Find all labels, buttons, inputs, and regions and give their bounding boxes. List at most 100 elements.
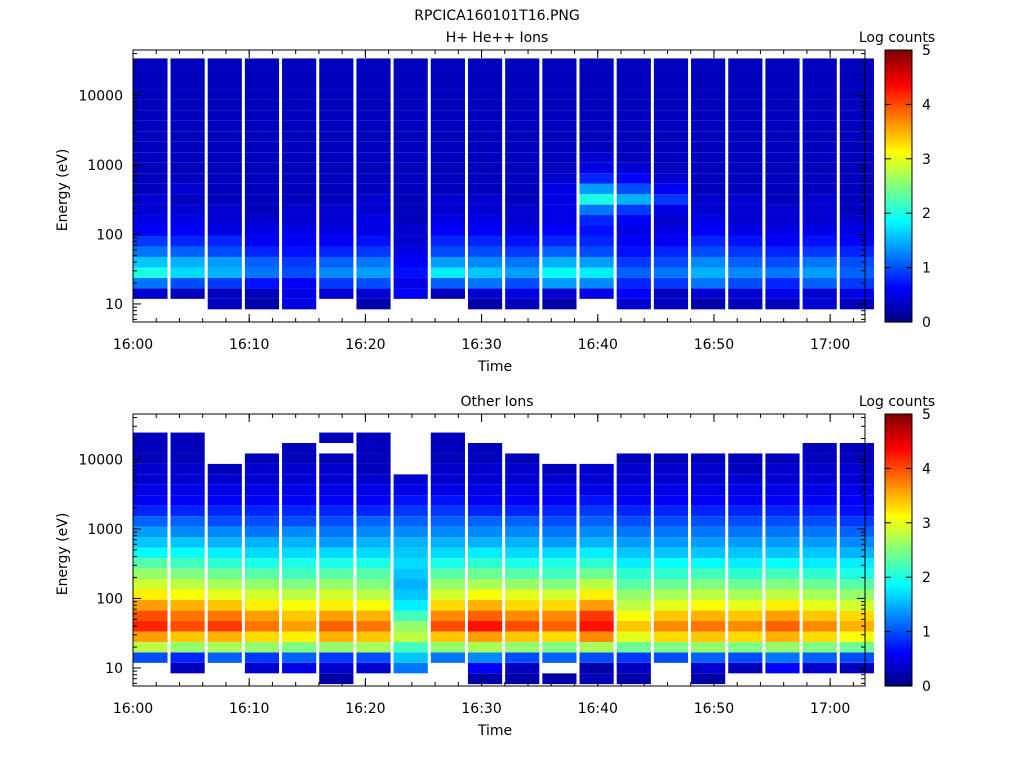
heatmap-cell: [356, 288, 391, 299]
heatmap-cell: [505, 183, 540, 195]
colorbar-segment: [885, 473, 912, 478]
heatmap-cell: [802, 495, 837, 506]
heatmap-cell: [133, 141, 168, 153]
heatmap-cell: [653, 173, 689, 184]
heatmap-cell: [319, 610, 354, 622]
heatmap-cell: [839, 99, 874, 111]
heatmap-cell: [244, 267, 280, 278]
heatmap-cell: [505, 131, 540, 142]
heatmap-cell: [393, 516, 428, 527]
colorbar-frame: [884, 49, 913, 323]
heatmap-cell: [728, 183, 763, 195]
heatmap-cell: [616, 99, 651, 111]
heatmap-cell: [691, 662, 726, 674]
heatmap-cell: [765, 568, 800, 580]
heatmap-cell: [728, 298, 763, 310]
heatmap-cell: [430, 267, 465, 278]
heatmap-cell: [393, 484, 428, 496]
heatmap-cell: [207, 298, 242, 310]
heatmap-cell: [728, 568, 763, 580]
heatmap-cell: [653, 474, 689, 485]
colorbar-segment: [885, 615, 912, 619]
heatmap-cell: [282, 610, 317, 622]
heatmap-cell: [579, 558, 614, 569]
heatmap-cell: [728, 558, 763, 569]
heatmap-cell: [579, 173, 614, 184]
heatmap-cell: [356, 599, 391, 611]
heatmap-cell: [802, 246, 837, 258]
heatmap-cell: [728, 505, 763, 517]
heatmap-cell: [802, 173, 837, 184]
heatmap-cell: [319, 463, 354, 475]
heatmap-cell: [728, 110, 763, 121]
colorbar-segment: [885, 639, 912, 644]
heatmap-cell: [133, 131, 168, 142]
heatmap-cell: [579, 505, 614, 517]
heatmap-cell: [170, 152, 205, 163]
heatmap-cell: [319, 579, 354, 590]
colorbar-segment: [885, 536, 912, 540]
colorbar-segment: [885, 422, 912, 426]
heatmap-cell: [505, 204, 540, 216]
heatmap-cell: [133, 579, 168, 590]
colorbar-segment: [885, 58, 912, 62]
heatmap-cell: [505, 484, 540, 496]
heatmap-cell: [839, 131, 874, 142]
heatmap-cell: [505, 246, 540, 258]
heatmap-cell: [765, 662, 800, 674]
colorbar-segment: [885, 514, 912, 518]
colorbar-segment: [885, 547, 912, 551]
colorbar-tick-label: 0: [922, 679, 931, 695]
colorbar-segment: [885, 112, 912, 116]
heatmap-cell: [393, 215, 428, 226]
heatmap-cell: [133, 463, 168, 475]
colorbar-segment: [885, 302, 912, 307]
colorbar-segment: [885, 137, 912, 141]
heatmap-cell: [542, 110, 577, 121]
heatmap-cell: [319, 225, 354, 236]
heatmap-cell: [430, 58, 465, 69]
heatmap-cell: [802, 589, 837, 600]
colorbar-segment: [885, 672, 912, 676]
colorbar-segment: [885, 202, 912, 206]
heatmap-cell: [430, 162, 465, 174]
heatmap-cell: [839, 235, 874, 247]
heatmap-cell: [133, 162, 168, 174]
heatmap-cell: [244, 537, 280, 548]
heatmap-cell: [467, 215, 503, 226]
colorbar-segment: [885, 270, 912, 274]
heatmap-cell: [170, 162, 205, 174]
heatmap-cell: [616, 183, 651, 195]
x-axis-label: Time: [477, 359, 512, 375]
colorbar-segment: [885, 63, 912, 67]
heatmap-cell: [542, 215, 577, 226]
heatmap-cell: [282, 68, 317, 79]
colorbar-segment: [885, 292, 912, 296]
x-tick-label: 16:10: [229, 337, 269, 353]
heatmap-cell: [467, 110, 503, 121]
heatmap-cell: [691, 463, 726, 475]
heatmap-cell: [393, 579, 428, 590]
heatmap-cell: [839, 558, 874, 569]
heatmap-cell: [170, 131, 205, 142]
heatmap-cell: [430, 89, 465, 100]
heatmap-cell: [244, 453, 280, 464]
heatmap-cell: [170, 558, 205, 569]
heatmap-cell: [170, 246, 205, 258]
heatmap-cell: [542, 652, 577, 663]
heatmap-cell: [728, 579, 763, 590]
colorbar-segment: [885, 158, 912, 163]
heatmap-cell: [505, 652, 540, 663]
heatmap-cell: [133, 79, 168, 90]
colorbar: 0 1 2 3 4 5: [884, 43, 931, 331]
heatmap-cell: [430, 484, 465, 496]
heatmap-cell: [319, 288, 354, 299]
heatmap-cell: [802, 183, 837, 195]
heatmap-cell: [728, 225, 763, 236]
colorbar-segment: [885, 596, 912, 600]
heatmap-cell: [244, 183, 280, 195]
heatmap-cell: [839, 162, 874, 174]
heatmap-cell: [282, 79, 317, 90]
heatmap-cell: [207, 131, 242, 142]
heatmap-cell: [207, 79, 242, 90]
